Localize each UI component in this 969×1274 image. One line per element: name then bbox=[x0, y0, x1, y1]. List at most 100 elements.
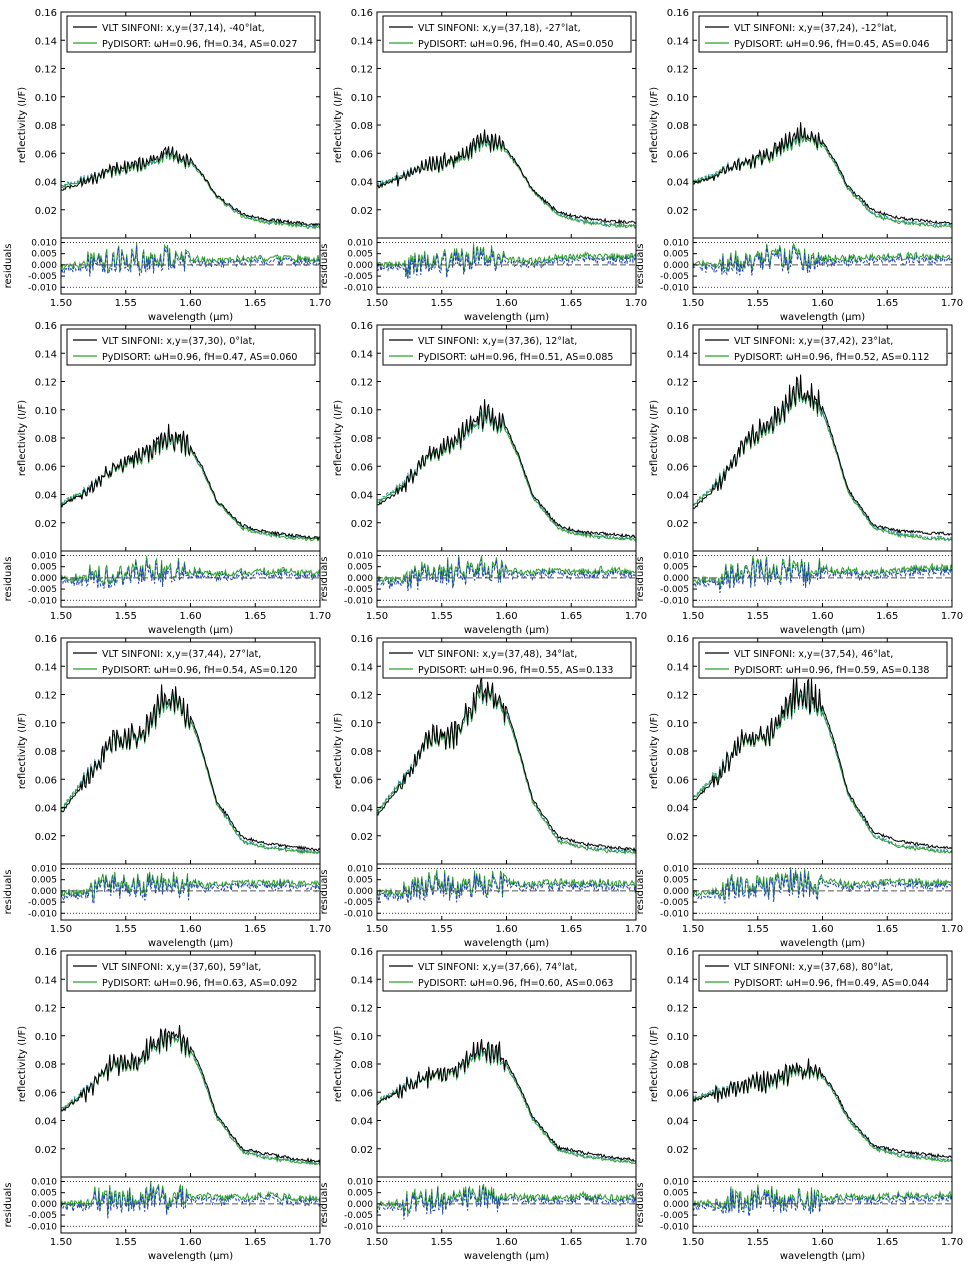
y-tick-label: 0.12 bbox=[667, 65, 689, 76]
y-tick-label: 0.08 bbox=[35, 1060, 57, 1071]
legend-box bbox=[66, 954, 316, 992]
resid-y-tick-label: 0.005 bbox=[31, 876, 57, 886]
resid-y-tick-label: -0.005 bbox=[660, 272, 689, 282]
resid-y-tick-label: 0.010 bbox=[663, 238, 689, 248]
series-group bbox=[693, 374, 952, 542]
y-tick-label: 0.14 bbox=[35, 36, 57, 47]
y-axis-label: reflectivity (I/F) bbox=[333, 87, 344, 163]
residual-group bbox=[61, 868, 320, 914]
x-tick-label: 1.50 bbox=[50, 1237, 72, 1248]
resid-y-tick-label: -0.005 bbox=[660, 585, 689, 595]
y-tick-label: 0.08 bbox=[35, 121, 57, 132]
x-axis-label: wavelength (μm) bbox=[464, 938, 549, 949]
legend-label-observed: VLT SINFONI: x,y=(37,44), 27°lat, bbox=[102, 649, 261, 660]
legend-box bbox=[382, 328, 632, 366]
resid-y-tick-label: 0.005 bbox=[347, 876, 373, 886]
x-tick-label: 1.50 bbox=[682, 924, 704, 935]
resid-y-tick-label: 0.010 bbox=[663, 1177, 689, 1187]
y-tick-label: 0.02 bbox=[351, 519, 373, 530]
resid-y-tick-label: 0.000 bbox=[663, 574, 689, 584]
y-tick-label: 0.10 bbox=[351, 406, 373, 417]
residual-blue bbox=[693, 559, 952, 593]
x-tick-label: 1.60 bbox=[811, 611, 833, 622]
residual-blue bbox=[61, 1184, 320, 1219]
x-tick-label: 1.50 bbox=[682, 298, 704, 309]
x-tick-label: 1.55 bbox=[115, 1237, 137, 1248]
series-observed bbox=[61, 423, 320, 541]
x-tick-label: 1.65 bbox=[876, 611, 898, 622]
panel-10: 0.02 0.04 0.06 0.08 0.10 0.12 0.14 0.16 reflecti… bbox=[3, 947, 331, 1262]
legend: VLT SINFONI: x,y=(37,24), -12°lat, PyDISO… bbox=[698, 15, 948, 53]
residual-axes-frame bbox=[376, 863, 637, 921]
residual-axes-frame bbox=[376, 550, 637, 608]
residual-blue bbox=[61, 245, 320, 277]
series-group bbox=[61, 146, 320, 230]
x-tick-label: 1.70 bbox=[309, 611, 331, 622]
residual-group bbox=[693, 866, 952, 914]
panel-1: 0.02 0.04 0.06 0.08 0.10 0.12 0.14 0.16 reflecti… bbox=[3, 8, 331, 323]
y-tick-label: 0.02 bbox=[35, 832, 57, 843]
y-tick-label: 0.16 bbox=[35, 947, 57, 958]
y-tick-label: 0.08 bbox=[351, 747, 373, 758]
y-tick-label: 0.04 bbox=[667, 804, 689, 815]
resid-y-tick-label: -0.005 bbox=[28, 898, 57, 908]
legend-box bbox=[698, 328, 948, 366]
y-tick-label: 0.02 bbox=[351, 832, 373, 843]
series-observed bbox=[693, 1058, 952, 1159]
y-tick-label: 0.08 bbox=[35, 434, 57, 445]
x-tick-label: 1.60 bbox=[495, 1237, 517, 1248]
x-tick-label: 1.50 bbox=[366, 1237, 388, 1248]
y-axis-label: reflectivity (I/F) bbox=[333, 713, 344, 789]
x-tick-label: 1.60 bbox=[495, 611, 517, 622]
y-tick-label: 0.14 bbox=[667, 975, 689, 986]
series-observed bbox=[693, 374, 952, 536]
legend-label-model: PyDISORT: ωH=0.96, fH=0.55, AS=0.133 bbox=[418, 665, 613, 676]
y-tick-label: 0.12 bbox=[351, 378, 373, 389]
legend-label-observed: VLT SINFONI: x,y=(37,18), -27°lat, bbox=[418, 23, 581, 34]
legend-label-model: PyDISORT: ωH=0.96, fH=0.54, AS=0.120 bbox=[102, 665, 297, 676]
resid-y-tick-label: -0.005 bbox=[28, 1211, 57, 1221]
residual-blue bbox=[61, 560, 320, 589]
legend-label-model: PyDISORT: ωH=0.96, fH=0.49, AS=0.044 bbox=[734, 978, 929, 989]
panel-2: 0.02 0.04 0.06 0.08 0.10 0.12 0.14 0.16 reflecti… bbox=[319, 8, 647, 323]
y-tick-label: 0.14 bbox=[35, 662, 57, 673]
y-tick-label: 0.12 bbox=[35, 1004, 57, 1015]
x-tick-label: 1.60 bbox=[495, 924, 517, 935]
resid-y-axis-label: residuals bbox=[3, 870, 14, 915]
series-model bbox=[61, 150, 320, 230]
legend: VLT SINFONI: x,y=(37,36), 12°lat, PyDISOR… bbox=[382, 328, 632, 366]
y-tick-label: 0.14 bbox=[351, 349, 373, 360]
y-tick-label: 0.16 bbox=[351, 947, 373, 958]
panel-5: 0.02 0.04 0.06 0.08 0.10 0.12 0.14 0.16 reflecti… bbox=[319, 321, 647, 636]
x-tick-label: 1.60 bbox=[811, 924, 833, 935]
y-tick-label: 0.06 bbox=[35, 775, 57, 786]
series-observed bbox=[377, 129, 636, 225]
resid-y-tick-label: 0.000 bbox=[347, 574, 373, 584]
resid-y-tick-label: 0.010 bbox=[31, 238, 57, 248]
panel-7: 0.02 0.04 0.06 0.08 0.10 0.12 0.14 0.16 reflecti… bbox=[3, 634, 331, 949]
x-tick-label: 1.70 bbox=[309, 924, 331, 935]
x-tick-label: 1.70 bbox=[309, 298, 331, 309]
series-observed bbox=[61, 1024, 320, 1164]
y-tick-label: 0.12 bbox=[667, 1004, 689, 1015]
legend-label-observed: VLT SINFONI: x,y=(37,42), 23°lat, bbox=[734, 336, 893, 347]
legend-box bbox=[382, 954, 632, 992]
resid-y-tick-label: -0.005 bbox=[344, 272, 373, 282]
y-tick-label: 0.14 bbox=[351, 662, 373, 673]
y-tick-label: 0.16 bbox=[35, 634, 57, 645]
resid-y-tick-label: 0.000 bbox=[347, 1200, 373, 1210]
resid-y-tick-label: 0.000 bbox=[31, 574, 57, 584]
x-tick-label: 1.50 bbox=[682, 611, 704, 622]
residual-green bbox=[377, 869, 636, 899]
series-model bbox=[377, 684, 636, 855]
residual-blue bbox=[377, 247, 636, 280]
y-tick-label: 0.14 bbox=[351, 36, 373, 47]
resid-y-tick-label: 0.000 bbox=[31, 887, 57, 897]
series-model-alt bbox=[693, 1061, 952, 1162]
series-observed bbox=[693, 677, 952, 850]
resid-y-tick-label: -0.010 bbox=[28, 283, 57, 293]
y-tick-label: 0.12 bbox=[351, 65, 373, 76]
x-tick-label: 1.55 bbox=[115, 924, 137, 935]
y-tick-label: 0.10 bbox=[667, 93, 689, 104]
resid-y-axis-label: residuals bbox=[319, 557, 330, 602]
